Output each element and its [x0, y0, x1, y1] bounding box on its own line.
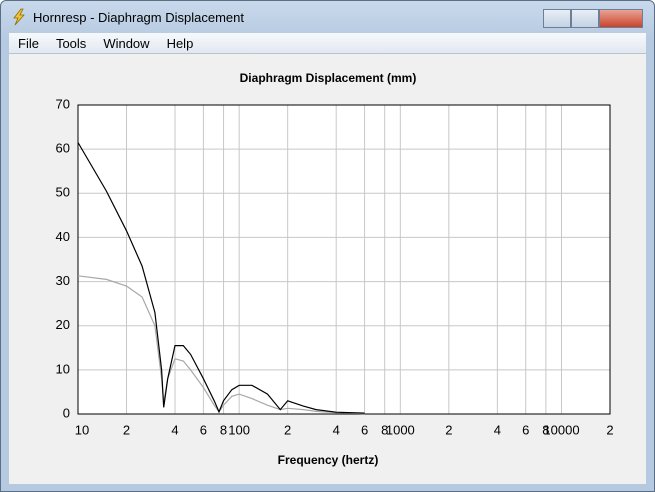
x-tick-label: 6: [200, 422, 207, 437]
plot-border: [77, 104, 611, 415]
window-title: Hornresp - Diaphragm Displacement: [33, 10, 244, 25]
y-tick-label: 0: [63, 405, 70, 420]
x-tick-label: 2: [123, 422, 130, 437]
data-line: [77, 275, 365, 415]
maximize-button[interactable]: [571, 9, 599, 28]
menu-item[interactable]: Window: [103, 36, 150, 51]
x-tick-label: 8: [220, 422, 227, 437]
x-tick-label: 4: [494, 422, 501, 437]
close-button[interactable]: [599, 9, 643, 28]
x-tick-label: 100: [228, 422, 250, 437]
title-bar: Hornresp - Diaphragm Displacement: [9, 7, 649, 29]
y-tick-label: 30: [56, 273, 70, 288]
x-tick-label: 2: [606, 422, 613, 437]
x-axis-label: Frequency (hertz): [278, 453, 379, 467]
x-tick-label: 6: [522, 422, 529, 437]
x-tick-label: 2: [445, 422, 452, 437]
y-tick-label: 60: [56, 141, 70, 156]
y-tick-label: 20: [56, 317, 70, 332]
y-tick-label: 70: [56, 96, 70, 111]
chart-title: Diaphragm Displacement (mm): [240, 71, 417, 85]
x-tick-label: 4: [171, 422, 178, 437]
plot-area: [78, 105, 610, 414]
x-tick-label: 1000: [386, 422, 415, 437]
y-tick-label: 50: [56, 185, 70, 200]
client-area: Diaphragm Displacement (mm) Frequency (h…: [9, 54, 646, 484]
x-tick-label: 10000: [543, 422, 579, 437]
window-buttons: [543, 9, 643, 28]
x-tick-label: 8: [542, 422, 549, 437]
menu-item[interactable]: Help: [166, 36, 194, 51]
minimize-button[interactable]: [543, 9, 571, 28]
y-tick-label: 40: [56, 229, 70, 244]
app-icon: [13, 8, 25, 26]
x-tick-label: 10: [75, 422, 89, 437]
chart: Diaphragm Displacement (mm) Frequency (h…: [56, 71, 614, 467]
data-line: [77, 142, 365, 414]
x-tick-label: 2: [284, 422, 291, 437]
x-tick-label: 8: [381, 422, 388, 437]
menu-item[interactable]: File: [18, 36, 39, 51]
menu-bar: File Tools Window Help: [9, 33, 646, 54]
x-tick-label: 6: [361, 422, 368, 437]
y-tick-label: 10: [56, 361, 70, 376]
x-tick-label: 4: [333, 422, 340, 437]
menu-item[interactable]: Tools: [55, 36, 87, 51]
